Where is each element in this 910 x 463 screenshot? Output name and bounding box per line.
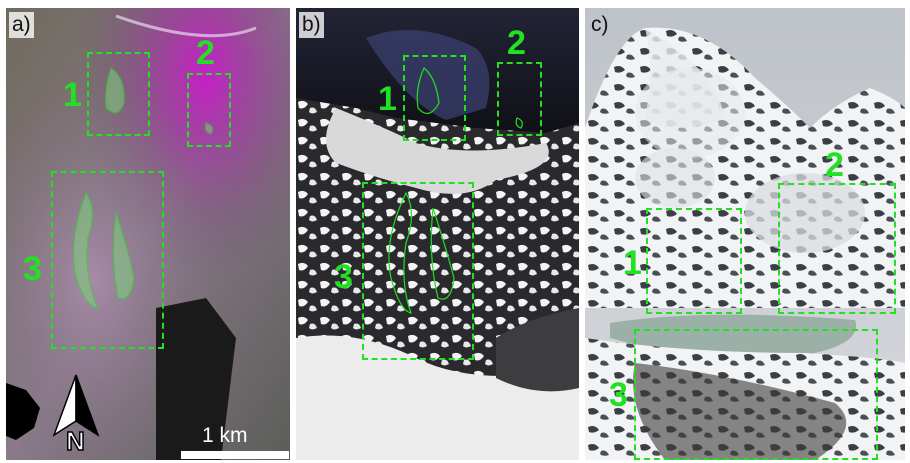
region-number-b1: 1	[378, 80, 397, 118]
region-box-b1	[403, 55, 466, 141]
north-arrow-icon	[52, 374, 100, 437]
panel-c-image	[585, 8, 905, 460]
region-number-a3: 3	[23, 250, 42, 288]
scale-bar	[181, 451, 289, 459]
region-box-c3	[634, 329, 878, 460]
panel-a: a) 1 2 3 N 1 km	[6, 8, 290, 460]
panel-b: b) 1 2 3	[296, 8, 579, 460]
region-box-c2	[778, 183, 896, 314]
region-number-c3: 3	[609, 376, 628, 414]
region-box-a1	[87, 52, 150, 136]
scale-label: 1 km	[202, 424, 248, 447]
region-box-b3	[362, 182, 474, 360]
region-number-a2: 2	[196, 34, 215, 72]
region-number-a1: 1	[63, 76, 82, 114]
north-label: N	[65, 425, 85, 457]
panel-b-label: b)	[299, 12, 324, 38]
region-box-c1	[646, 208, 742, 314]
panel-c: c) 1 2 3	[585, 8, 905, 460]
panel-b-image	[296, 8, 579, 460]
region-box-a2	[187, 73, 231, 147]
region-box-b2	[497, 62, 542, 136]
region-box-a3	[51, 171, 164, 349]
panel-a-label: a)	[9, 12, 34, 38]
region-number-b3: 3	[334, 258, 353, 296]
panel-c-label: c)	[591, 13, 609, 36]
region-number-c2: 2	[825, 146, 844, 184]
region-number-c1: 1	[623, 244, 642, 282]
region-number-b2: 2	[507, 24, 526, 62]
